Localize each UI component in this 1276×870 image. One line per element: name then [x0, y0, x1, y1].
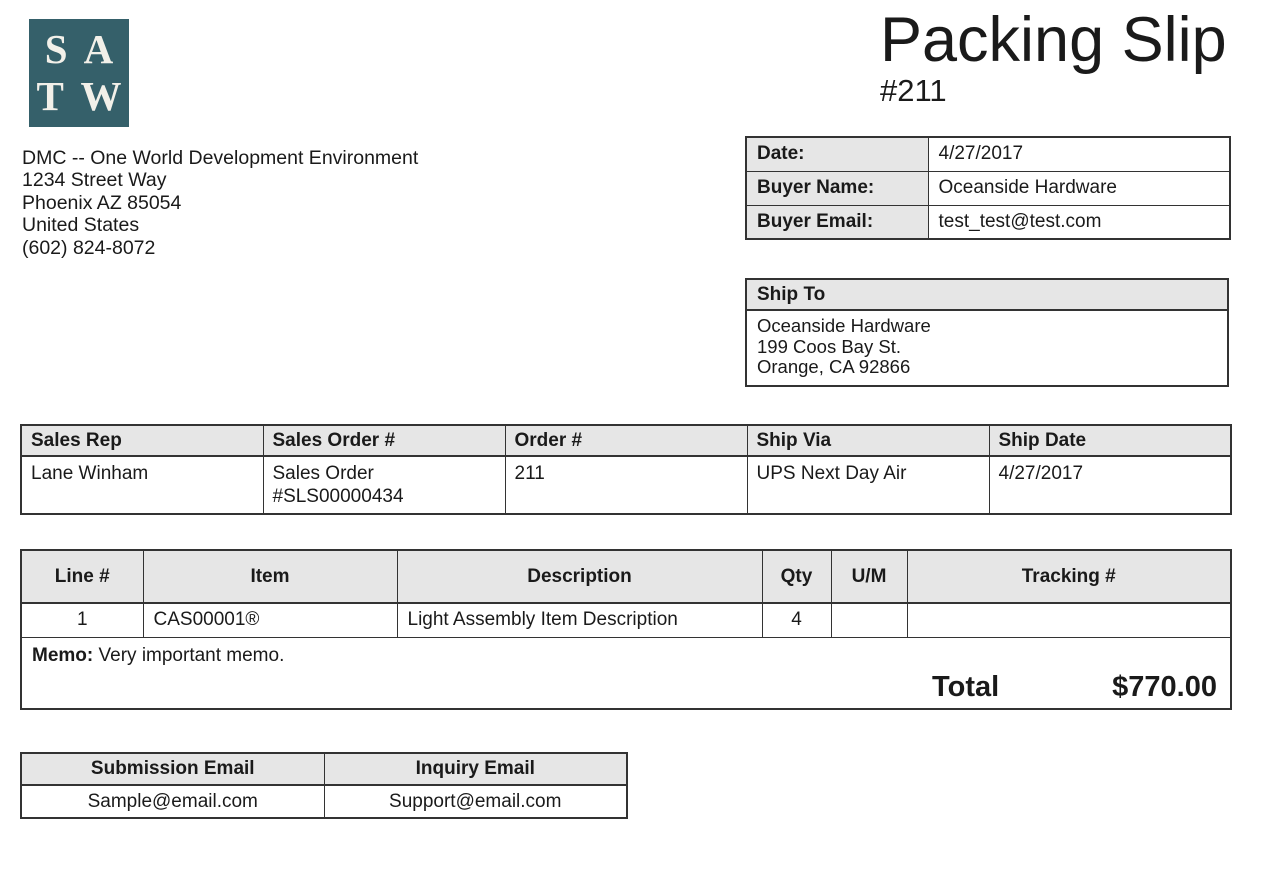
- contact-emails-value-row: Sample@email.com Support@email.com: [20, 784, 628, 819]
- logo-line-bottom: T W: [36, 73, 122, 119]
- sales-order-number-header: Sales Order #: [262, 424, 506, 457]
- ship-via-value: UPS Next Day Air: [746, 455, 990, 515]
- ship-date-header: Ship Date: [988, 424, 1232, 457]
- sales-rep-header: Sales Rep: [20, 424, 264, 457]
- inquiry-email-value: Support@email.com: [323, 784, 628, 819]
- line-items-table: Line # Item Description Qty U/M Tracking…: [20, 549, 1232, 710]
- order-info-table: Date: 4/27/2017 Buyer Name: Oceanside Ha…: [745, 136, 1231, 240]
- sales-info-header-row: Sales Rep Sales Order # Order # Ship Via…: [20, 424, 1232, 457]
- ship-via-header: Ship Via: [746, 424, 990, 457]
- line-item-tracking: [906, 602, 1232, 638]
- line-item-line-number: 1: [20, 602, 144, 638]
- line-item-description: Light Assembly Item Description: [396, 602, 763, 638]
- order-info-row-buyer-name: Buyer Name: Oceanside Hardware: [745, 170, 1231, 206]
- order-info-value-buyer-name: Oceanside Hardware: [927, 170, 1231, 206]
- order-info-label-date: Date:: [745, 136, 929, 172]
- order-number-header: Order #: [504, 424, 748, 457]
- order-info-value-date: 4/27/2017: [927, 136, 1231, 172]
- order-info-label-buyer-email: Buyer Email:: [745, 204, 929, 240]
- company-country: United States: [22, 214, 140, 237]
- company-city-state-zip: Phoenix AZ 85054: [22, 191, 182, 214]
- line-items-header-row: Line # Item Description Qty U/M Tracking…: [20, 549, 1232, 604]
- description-header: Description: [396, 549, 763, 604]
- line-number-header: Line #: [20, 549, 144, 604]
- line-item-qty: 4: [761, 602, 832, 638]
- company-phone: (602) 824-8072: [22, 236, 156, 259]
- title-block: Packing Slip #211: [880, 8, 1227, 109]
- order-number: #211: [880, 73, 947, 108]
- order-number-value: 211: [504, 455, 748, 515]
- item-header: Item: [142, 549, 398, 604]
- submission-email-value: Sample@email.com: [20, 784, 325, 819]
- company-name: DMC -- One World Development Environment: [22, 147, 419, 169]
- line-item-item-code: CAS00001®: [142, 602, 398, 638]
- inquiry-email-header: Inquiry Email: [323, 752, 628, 786]
- company-street: 1234 Street Way: [22, 169, 167, 192]
- ship-to-city-state-zip: Orange, CA 92866: [757, 356, 911, 377]
- total-label: Total: [932, 670, 1000, 703]
- total-value: $770.00: [1112, 670, 1217, 703]
- company-logo: S A T W: [29, 19, 129, 127]
- submission-email-header: Submission Email: [20, 752, 325, 786]
- order-info-row-buyer-email: Buyer Email: test_test@test.com: [745, 204, 1231, 240]
- um-header: U/M: [830, 549, 908, 604]
- line-item-row: 1 CAS00001® Light Assembly Item Descript…: [20, 602, 1232, 638]
- ship-to-name: Oceanside Hardware: [757, 315, 931, 336]
- memo-total-row: Memo: Very important memo. Total $770.00: [20, 636, 1232, 710]
- line-item-um: [830, 602, 908, 638]
- ship-to-address: Oceanside Hardware 199 Coos Bay St. Oran…: [745, 309, 1229, 386]
- contact-emails-header-row: Submission Email Inquiry Email: [20, 752, 628, 786]
- total-line: Total $770.00: [22, 669, 1230, 705]
- ship-to-header: Ship To: [745, 278, 1229, 311]
- qty-header: Qty: [761, 549, 832, 604]
- page-title: Packing Slip: [880, 5, 1227, 75]
- order-info-value-buyer-email: test_test@test.com: [927, 204, 1231, 240]
- tracking-number-header: Tracking #: [906, 549, 1232, 604]
- order-info-row-date: Date: 4/27/2017: [745, 136, 1231, 172]
- sales-info-table: Sales Rep Sales Order # Order # Ship Via…: [20, 424, 1232, 515]
- sales-info-value-row: Lane Winham Sales Order #SLS00000434 211…: [20, 455, 1232, 515]
- ship-date-value: 4/27/2017: [988, 455, 1232, 515]
- order-info-label-buyer-name: Buyer Name:: [745, 170, 929, 206]
- memo: Memo: Very important memo.: [22, 638, 1230, 668]
- company-address: DMC -- One World Development Environment…: [22, 147, 418, 259]
- ship-to-street: 199 Coos Bay St.: [757, 335, 901, 357]
- ship-to-box: Ship To Oceanside Hardware 199 Coos Bay …: [745, 278, 1229, 387]
- logo-line-top: S A: [44, 26, 114, 72]
- memo-label: Memo:: [32, 644, 94, 666]
- sales-order-number-value: Sales Order #SLS00000434: [262, 455, 506, 515]
- memo-content: Very important memo.: [98, 644, 285, 666]
- contact-emails-table: Submission Email Inquiry Email Sample@em…: [20, 752, 628, 819]
- sales-rep-value: Lane Winham: [20, 455, 264, 515]
